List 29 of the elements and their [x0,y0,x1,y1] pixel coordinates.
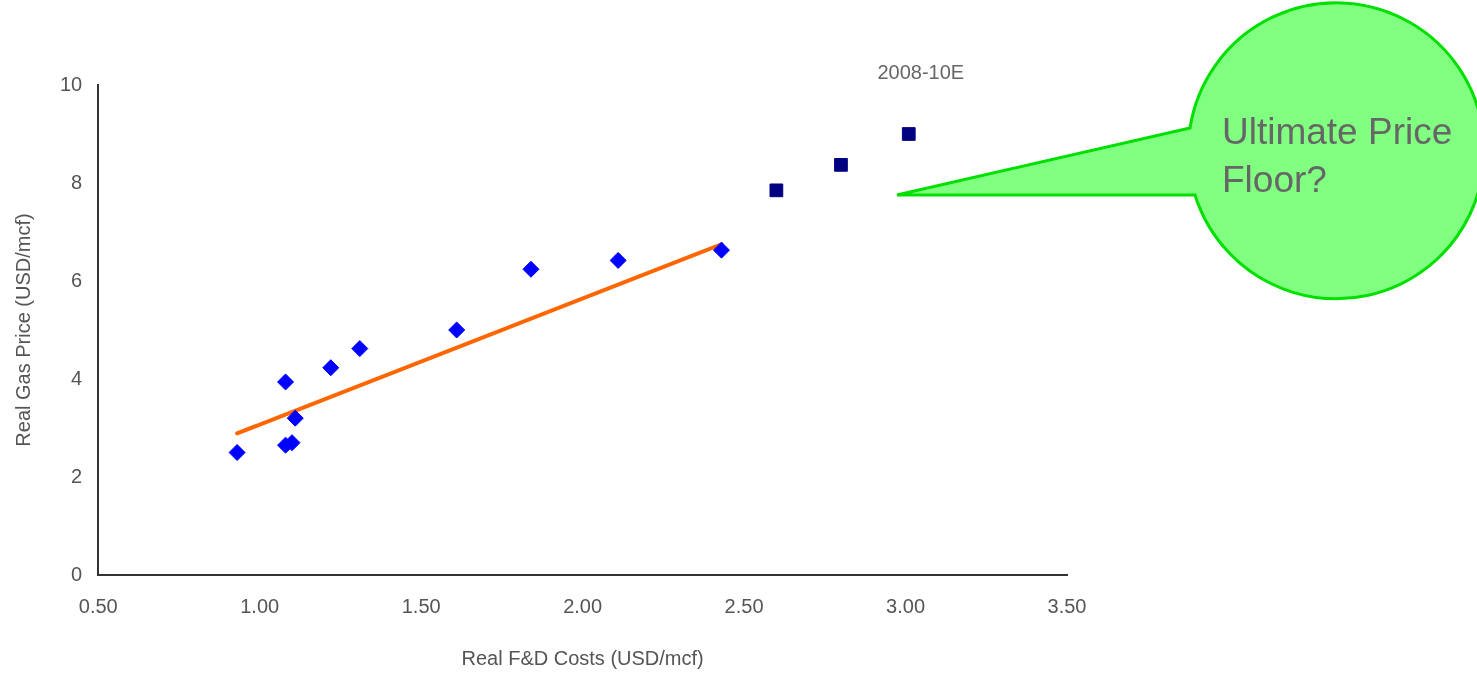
x-tick-label: 0.50 [78,594,118,617]
point [286,409,304,427]
x-tick-label: 3.00 [886,594,926,617]
point [712,241,730,259]
y-axis-title: Real Gas Price (USD/mcf) [11,213,34,447]
x-tick-label: 2.00 [563,594,603,617]
text: Ultimate Price Floor? [1222,110,1454,202]
point [522,260,540,278]
point [277,373,295,391]
point [769,183,784,198]
x-tick-label: 1.00 [240,594,280,617]
y-tick-label: 8 [71,170,83,193]
y-tick-label: 10 [60,72,83,95]
x-axis-title: Real F&D Costs (USD/mcf) [461,646,704,669]
x-tick-label: 1.50 [401,594,441,617]
point [609,251,627,269]
point [351,340,369,358]
point [228,444,246,461]
point [448,321,466,339]
x-tick-label: 3.50 [1047,594,1087,617]
text: 2008-10E [877,60,965,83]
y-tick-label: 4 [71,366,83,389]
y-tick-label: 6 [71,268,83,291]
point [322,359,340,377]
point [834,158,848,172]
y-tick-label: 2 [71,464,83,487]
point [901,127,916,141]
y-tick-label: 0 [71,562,83,585]
x-tick-label: 2.50 [724,594,764,617]
